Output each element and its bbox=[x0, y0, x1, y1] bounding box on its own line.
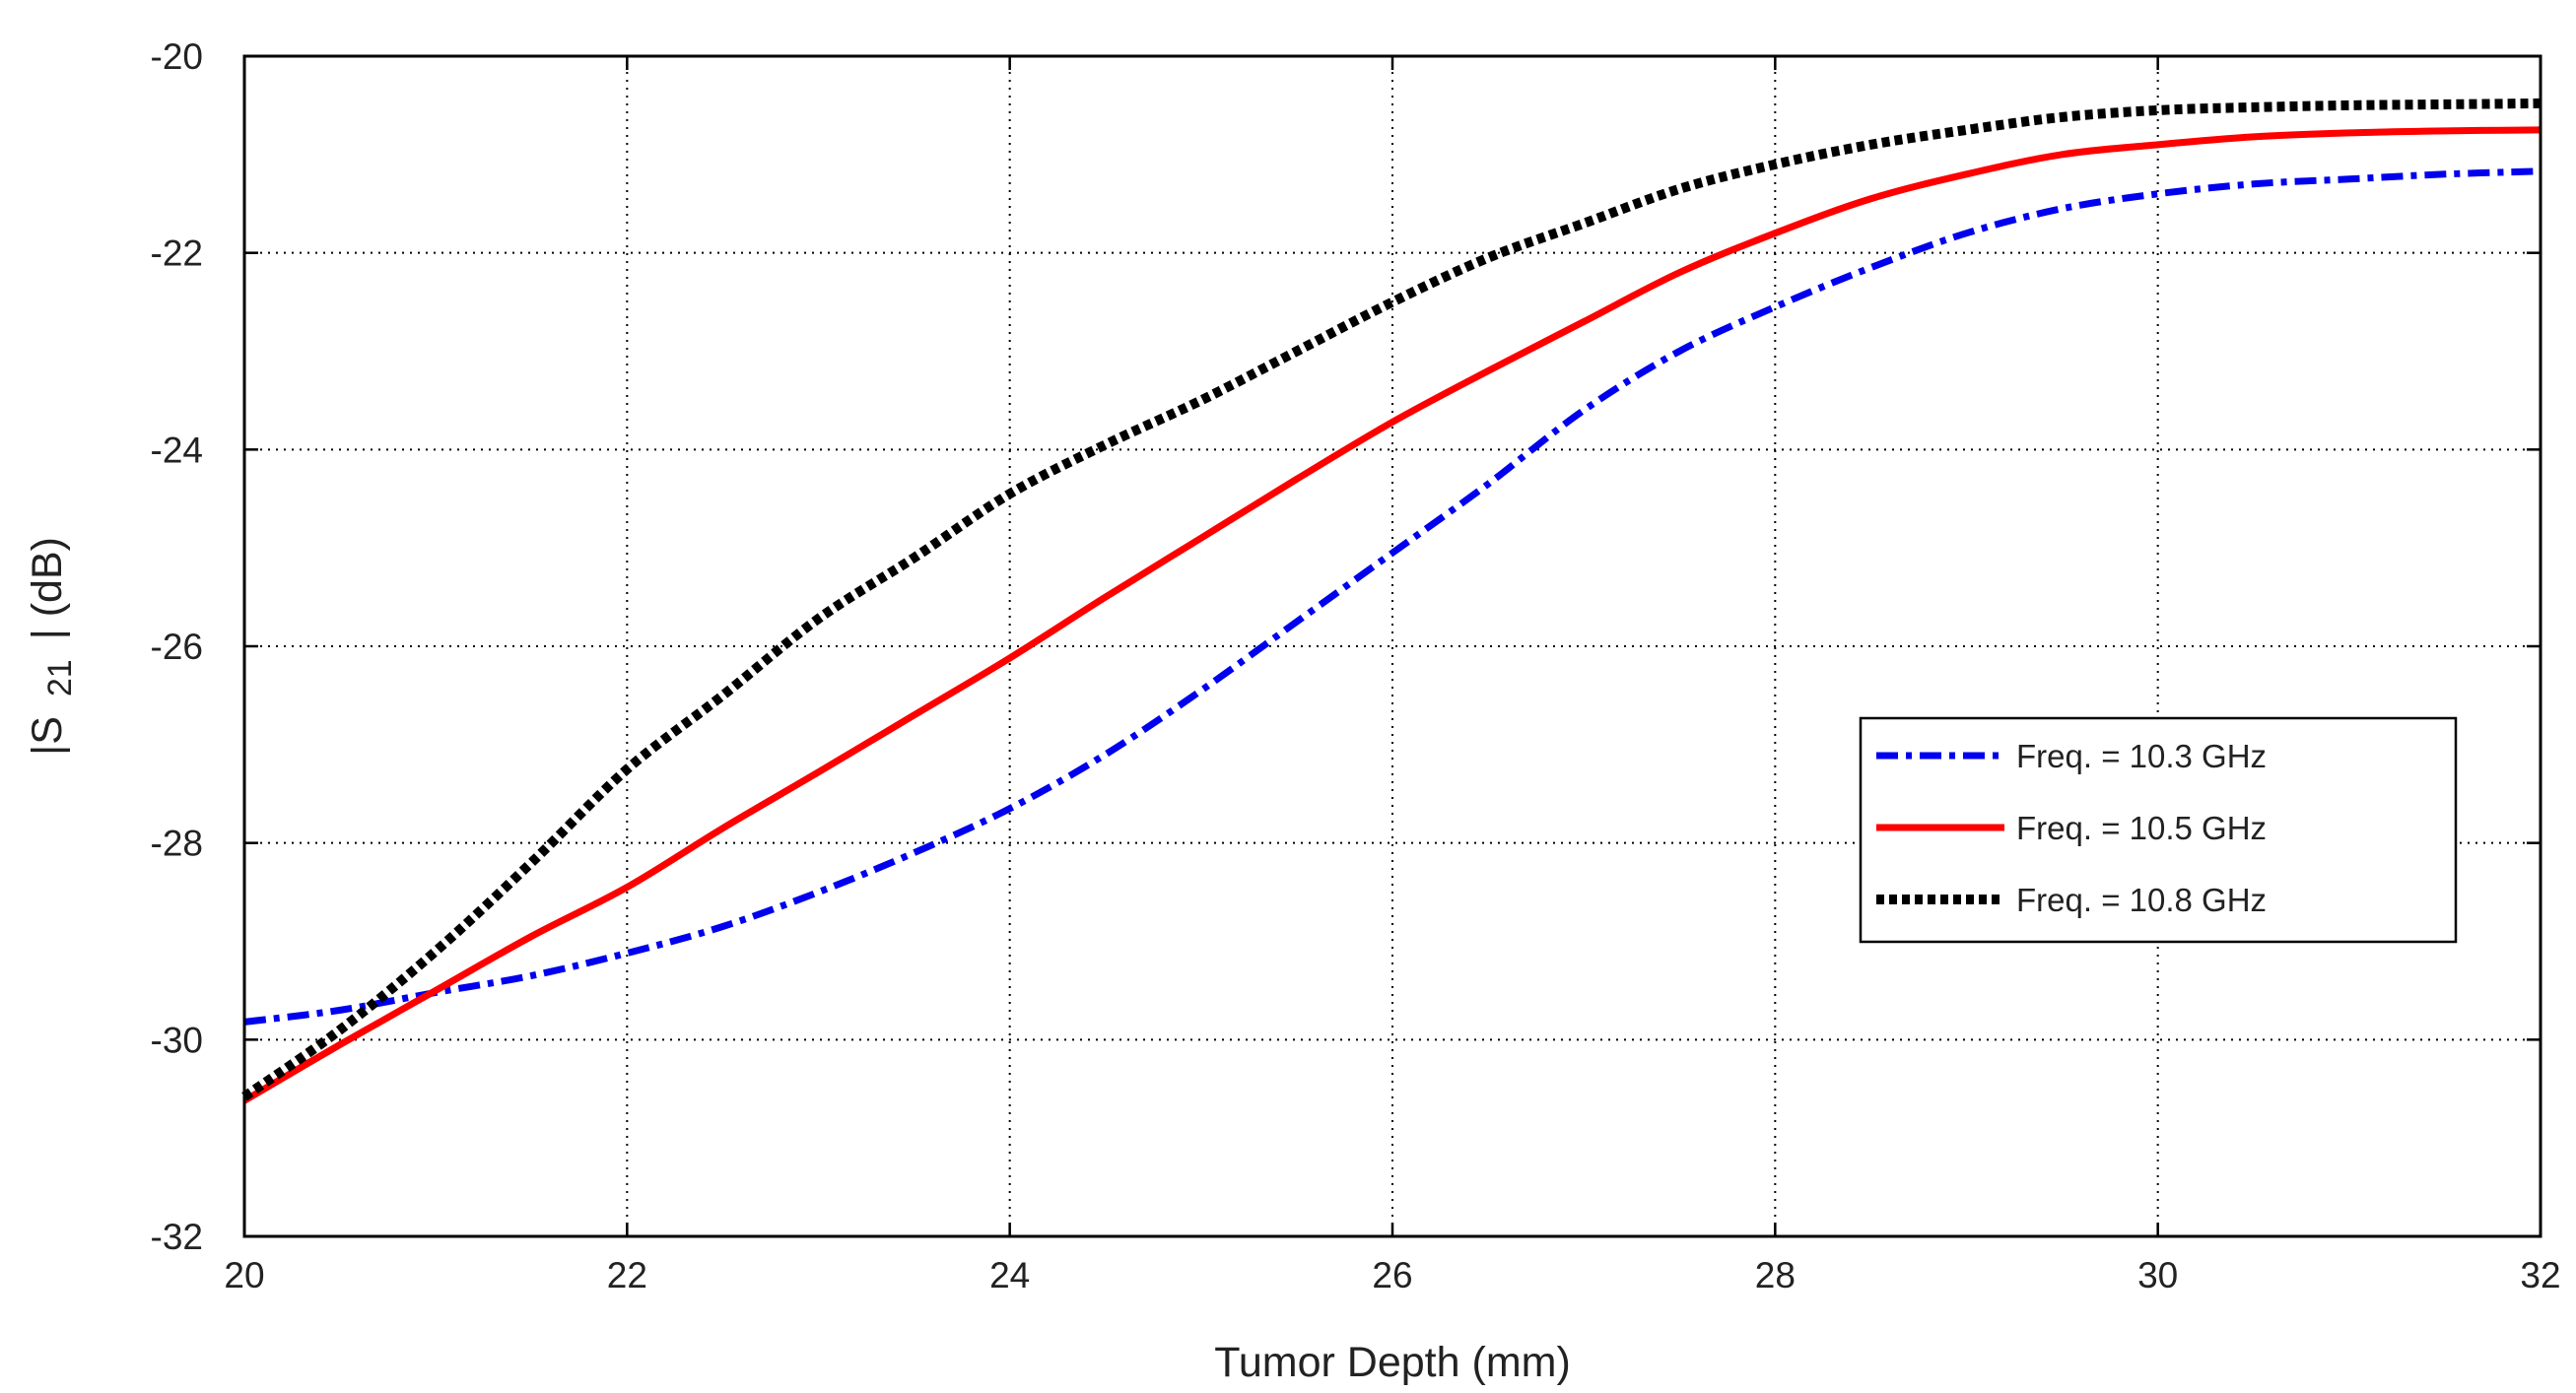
y-axis-label-prefix: |S bbox=[24, 716, 71, 756]
y-tick-label: -22 bbox=[151, 233, 203, 274]
y-tick-label: -32 bbox=[151, 1217, 203, 1257]
y-axis-label: |S 21 | (dB) bbox=[24, 537, 79, 756]
x-axis-label: Tumor Depth (mm) bbox=[1214, 1339, 1571, 1386]
legend: Freq. = 10.3 GHz Freq. = 10.5 GHz Freq. = … bbox=[1859, 716, 2458, 944]
series-line-1 bbox=[243, 167, 2542, 1026]
legend-label: Freq. = 10.3 GHz bbox=[2016, 738, 2267, 774]
x-tick-label: 26 bbox=[1372, 1255, 1412, 1295]
y-tick-label: -24 bbox=[151, 430, 203, 470]
legend-label: Freq. = 10.8 GHz bbox=[2016, 882, 2267, 918]
series-lines bbox=[241, 98, 2542, 1104]
legend-item-2: Freq. = 10.5 GHz bbox=[1876, 810, 2267, 846]
x-tick-label: 20 bbox=[224, 1255, 264, 1295]
series-line-3 bbox=[241, 98, 2542, 1101]
x-tick-label: 24 bbox=[989, 1255, 1030, 1295]
x-tick-label: 22 bbox=[607, 1255, 647, 1295]
series-line-2 bbox=[242, 126, 2542, 1104]
y-axis-ticks: -20 -22 -24 -26 -28 -30 -32 bbox=[151, 36, 2541, 1257]
x-tick-label: 30 bbox=[2137, 1255, 2178, 1295]
grid bbox=[244, 56, 2541, 1236]
y-axis-label-suffix: | (dB) bbox=[24, 537, 71, 639]
x-axis-ticks: 20 22 24 26 28 30 32 bbox=[224, 56, 2561, 1295]
y-tick-label: -30 bbox=[151, 1020, 203, 1060]
x-tick-label: 28 bbox=[1755, 1255, 1796, 1295]
y-tick-label: -28 bbox=[151, 824, 203, 864]
legend-label: Freq. = 10.5 GHz bbox=[2016, 810, 2267, 846]
y-axis-label-subscript: 21 bbox=[41, 659, 79, 696]
legend-item-3: Freq. = 10.8 GHz bbox=[1876, 882, 2267, 918]
plot-frame bbox=[242, 54, 2542, 1238]
x-tick-label: 32 bbox=[2520, 1255, 2560, 1295]
y-tick-label: -20 bbox=[151, 36, 203, 77]
y-tick-label: -26 bbox=[151, 627, 203, 667]
legend-item-1: Freq. = 10.3 GHz bbox=[1876, 738, 2267, 774]
